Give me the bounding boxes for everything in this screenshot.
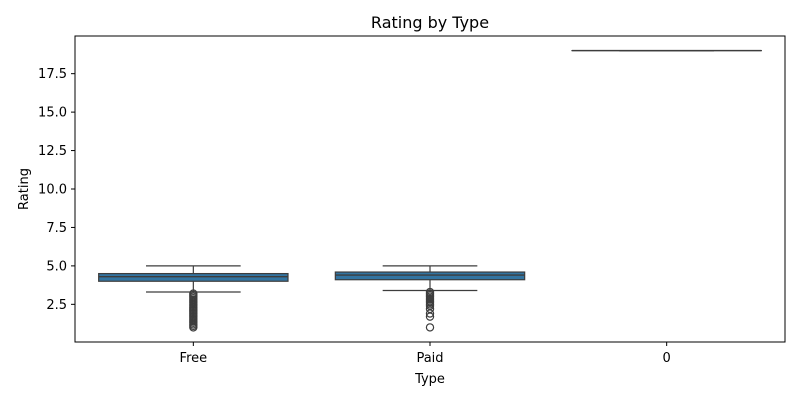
y-tick-label: 12.5: [38, 144, 67, 159]
x-axis: Free Paid 0: [180, 342, 671, 366]
chart-title: Rating by Type: [371, 13, 489, 32]
y-tick-label: 7.5: [46, 221, 67, 236]
x-tick-label: 0: [663, 351, 671, 366]
y-axis-label: Rating: [17, 168, 32, 210]
y-axis: 2.5 5.0 7.5 10.0 12.5 15.0 17.5: [38, 67, 75, 313]
y-tick-label: 5.0: [46, 259, 67, 274]
iqr-box: [98, 272, 289, 282]
outlier-point: [425, 312, 435, 321]
plot-area: [98, 49, 762, 332]
x-tick-label: Free: [180, 351, 208, 366]
iqr-box: [334, 271, 526, 281]
outlier-point: [425, 309, 435, 318]
x-tick-label: Paid: [416, 351, 443, 366]
y-tick-label: 2.5: [46, 298, 67, 313]
box-group-Free: [98, 265, 289, 332]
y-tick-label: 10.0: [38, 183, 67, 198]
outlier-point: [189, 323, 198, 332]
y-tick-label: 17.5: [38, 67, 67, 82]
box-group-Paid: [334, 265, 526, 332]
x-axis-label: Type: [414, 372, 445, 387]
y-tick-label: 15.0: [38, 106, 67, 121]
outlier-point: [425, 323, 435, 332]
